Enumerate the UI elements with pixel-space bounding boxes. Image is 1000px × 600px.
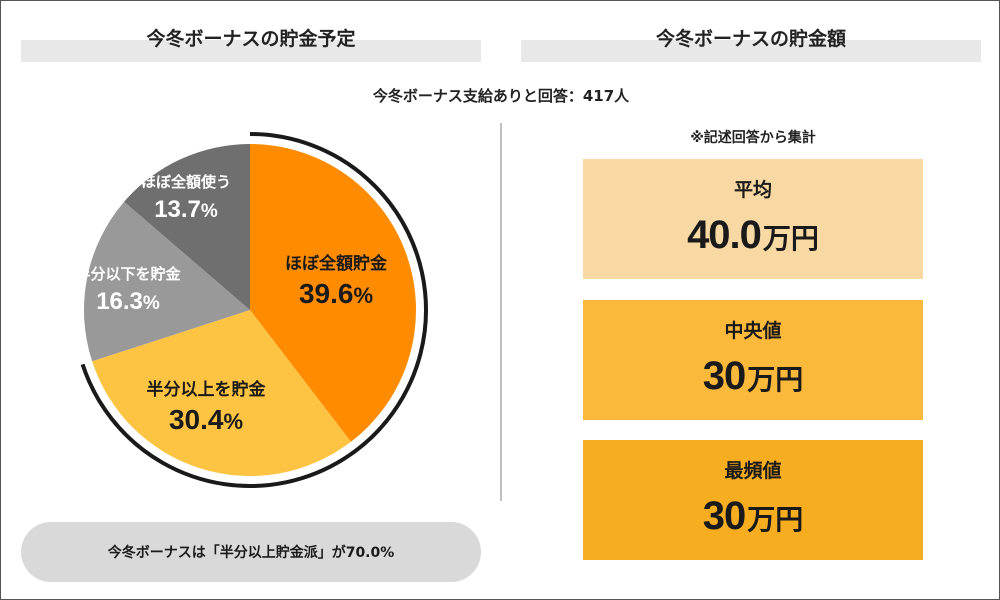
pie-label-name-3: 半分以下を貯金 [75,265,181,283]
pie-slice-3 [84,201,250,362]
left-section-header: 今冬ボーナスの貯金予定 [21,28,481,62]
right-section-title: 今冬ボーナスの貯金額 [655,28,846,50]
pie-label-name-4: ほぼ全額使う [141,173,231,191]
median-value: 30 [702,354,746,398]
mean-box: 平均 40.0万円 [583,159,923,279]
pie-label-value-3: 16.3% [96,288,160,315]
half-or-more-highlight-arc [80,132,428,488]
median-unit: 万円 [747,364,804,395]
pie-slices [84,144,416,476]
pie-slice-4 [124,144,250,310]
median-value-row: 30万円 [583,350,923,411]
mean-value: 40.0 [687,213,762,257]
median-box: 中央値 30万円 [583,300,923,420]
mode-box: 最頻値 30万円 [583,440,923,560]
pie-label-value-4: 13.7% [154,196,218,223]
median-label: 中央値 [724,320,782,342]
mode-label: 最頻値 [724,460,782,482]
summary-pill: 今冬ボーナスは「半分以上貯金派」が70.0% [21,522,481,582]
pie-labels: ほぼ全額貯金 39.6% 半分以上を貯金 30.4% 半分以下を貯金 16.3% ほぼ全額使… [75,173,388,435]
note-text: ※記述回答から集計 [690,130,816,146]
respondent-count: 今冬ボーナス支給ありと回答：417人 [372,87,630,105]
mean-value-row: 40.0万円 [583,209,923,270]
mode-value: 30 [702,494,746,538]
mean-label: 平均 [733,179,772,201]
summary-text: 今冬ボーナスは「半分以上貯金派」が70.0% [107,545,395,561]
pie-chart: ほぼ全額貯金 39.6% 半分以上を貯金 30.4% 半分以下を貯金 16.3% ほぼ全額使… [75,132,428,488]
pie-slice-2 [92,310,351,476]
pie-label-name-2: 半分以上を貯金 [147,379,267,400]
mode-unit: 万円 [747,504,804,535]
panel-divider [500,123,502,501]
pie-slice-1 [250,144,416,442]
pie-label-value-1: 39.6% [299,278,373,309]
left-section-title: 今冬ボーナスの貯金予定 [146,28,356,50]
right-section-header: 今冬ボーナスの貯金額 [521,28,981,62]
pie-label-name-1: ほぼ全額貯金 [285,253,388,274]
pie-label-value-2: 30.4% [169,404,243,435]
mean-unit: 万円 [762,223,819,254]
mode-value-row: 30万円 [583,490,923,551]
